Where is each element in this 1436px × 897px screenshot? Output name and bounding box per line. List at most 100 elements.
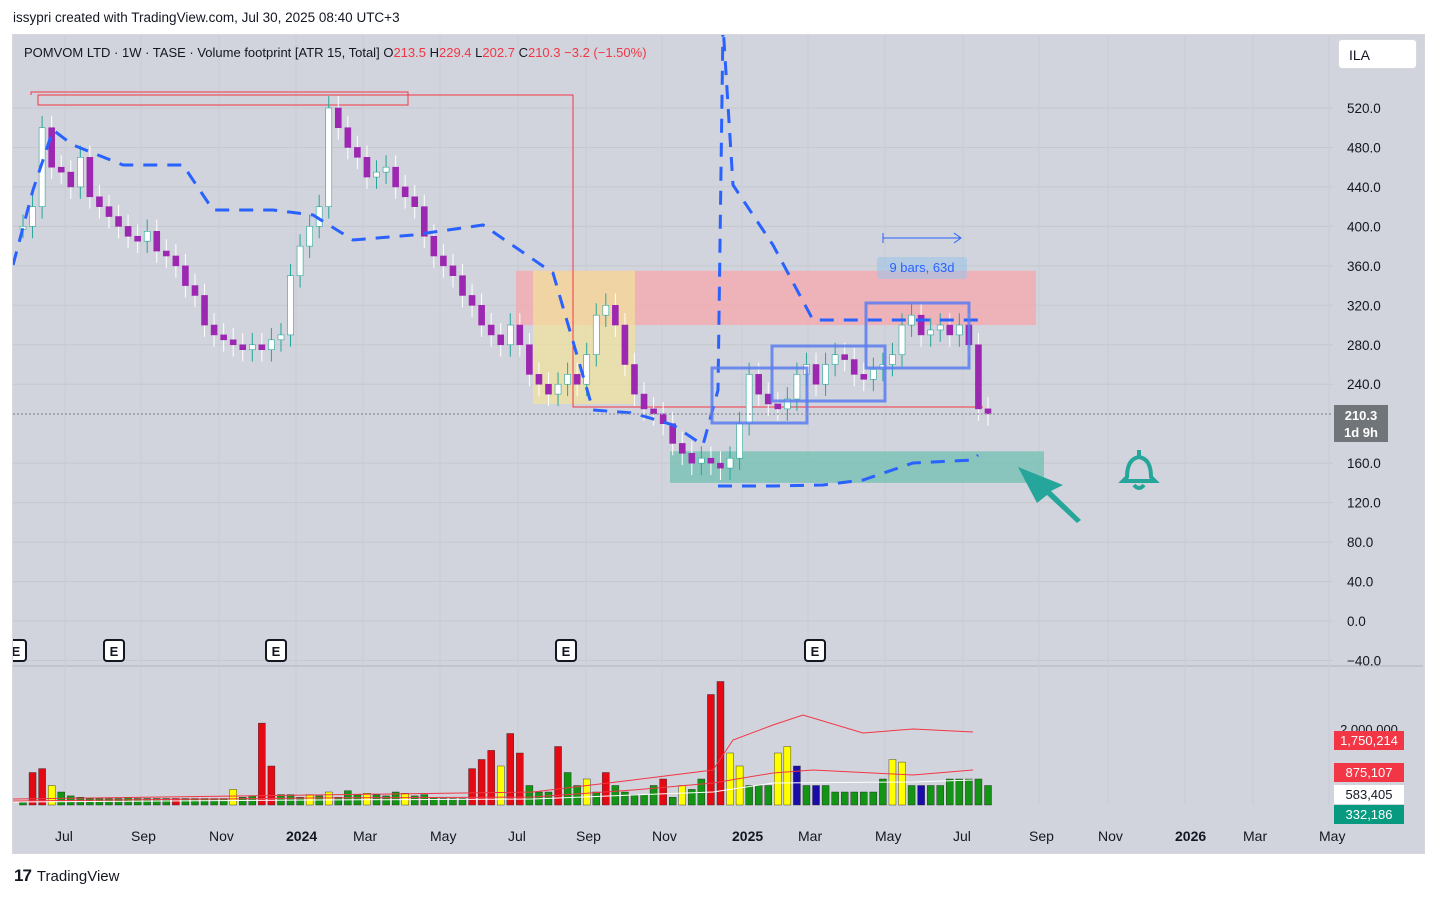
volume-ma-low [13,779,974,803]
candle-body [688,452,696,464]
candle-body [325,107,333,207]
candle-body [621,324,629,365]
x-tick-label: May [875,828,901,844]
volume-bar [363,793,371,806]
candle-body [975,344,982,410]
volume-bar [678,785,686,806]
volume-tag: 332,186 [1334,805,1404,824]
x-tick-label: Nov [652,828,677,844]
candle-body [287,275,294,336]
change-value: −3.2 (−1.50%) [564,45,647,60]
candle-body [917,314,925,336]
volume-bar [181,798,190,806]
volume-bar [200,798,209,806]
candle-body [57,166,65,173]
price-chart[interactable]: 520.0 480.0 440.0 400.0 360.0 320.0 280.0 240.0… [13,35,1423,852]
candle-body [487,324,495,336]
volume-bar [239,797,247,806]
volume-bar [754,785,763,806]
candle-body [583,354,591,385]
earnings-box [804,639,826,662]
candle-body [134,235,141,242]
candle-body [554,383,562,395]
currency-selector[interactable]: ILA [1338,39,1417,69]
candle-body [936,324,944,331]
volume-bar [439,798,448,806]
volume-bar [506,733,514,806]
volume-bar [162,798,171,806]
candle-body [478,305,485,326]
trend-line-dashed [13,35,983,448]
candle-body [764,393,772,405]
volume-bar [812,785,820,806]
candle-body [249,344,256,351]
candle-body [67,171,75,188]
volume-bar [28,772,37,806]
volume-bar [621,791,629,806]
volume-ma-high [13,714,974,800]
candle-body [77,157,84,188]
candle-body [344,127,352,148]
volume-bar [821,785,830,806]
y-tick-label: 520.0 [1347,101,1381,116]
close-label: C [518,45,528,60]
volume-bar [497,765,505,806]
volume-bar [879,778,887,806]
candle-body [124,226,132,237]
volume-bar [984,785,992,806]
candle-body [535,374,543,385]
volume-bar [563,772,572,806]
x-tick-label: 2024 [286,828,317,844]
candle-body [774,403,782,410]
x-tick-label: May [1319,828,1345,844]
candle-body [306,226,313,247]
volume-bar [965,778,973,806]
volume-tag: 875,107 [1334,763,1404,782]
bell-body [1118,454,1160,483]
candle-body [29,206,36,227]
volume-bar [325,791,333,806]
earnings-box [13,639,27,662]
volume-bar [936,785,944,806]
earnings-label: E [562,644,571,659]
candle-body [229,339,237,346]
candle-body [191,285,199,296]
earnings-label: E [110,644,119,659]
x-tick-label: Mar [1243,828,1267,844]
candle-body [870,369,877,380]
candle-body [382,166,390,173]
earnings-box [555,639,577,662]
volume-bar [382,795,390,806]
volume-bar [38,768,46,806]
candle-body [841,354,848,360]
open-label: O [383,45,394,60]
high-value: 229.4 [439,45,472,60]
candle-body [526,344,533,375]
volume-bar [153,798,161,806]
candle-body [784,398,791,410]
candle-body [268,339,275,351]
candle-body [698,457,705,464]
y-tick-label: 120.0 [1347,496,1381,511]
candle-body [449,265,457,277]
volume-pane [13,667,1333,852]
volume-bar [592,791,600,806]
volume-bar [229,789,237,806]
volume-bar [716,681,725,806]
volume-bar [458,798,467,806]
volume-bar [554,746,562,806]
volume-bar [926,785,935,806]
candle-body [707,457,715,464]
volume-bar [840,791,849,806]
earnings-label: E [811,644,820,659]
candle-body [440,255,447,267]
candle-body [592,314,600,355]
candle-body [898,324,906,355]
candle-body [420,206,428,237]
candle-body [258,344,266,351]
volume-bar [573,785,581,806]
candle-body [468,295,476,306]
candle-body [277,334,285,341]
footer: 17 TradingView [14,866,119,886]
y-tick-label: 160.0 [1347,456,1381,471]
